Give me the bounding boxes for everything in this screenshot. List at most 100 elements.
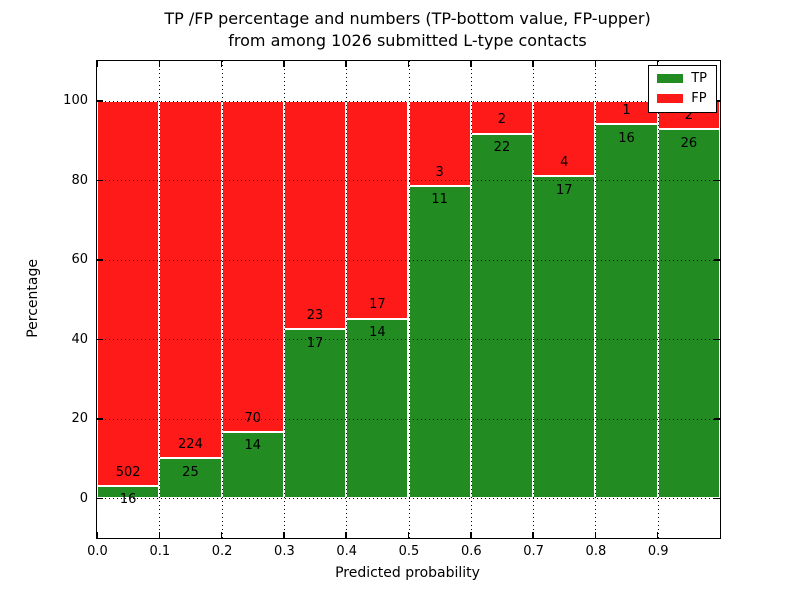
x-gridline (470, 61, 472, 538)
fp-count-label: 224 (178, 436, 203, 452)
x-tick-top (158, 61, 161, 67)
x-tick-bottom (532, 532, 534, 538)
x-gridline (283, 61, 285, 538)
bar-segment-fp (97, 100, 160, 486)
tp-count-label: 16 (618, 130, 635, 146)
legend-swatch-tp-icon (657, 74, 684, 83)
x-tick-label: 0.8 (585, 544, 607, 559)
x-gridline (533, 61, 535, 538)
legend-swatch-fp-icon (657, 94, 684, 103)
y-tick-label: 20 (71, 411, 88, 427)
bar-segment-tp (159, 458, 222, 499)
legend: TP FP (648, 65, 717, 113)
x-tick-label: 0.4 (336, 544, 358, 559)
x-tick-label: 0.2 (211, 544, 233, 559)
x-gridline (408, 61, 410, 538)
chart-title: TP /FP percentage and numbers (TP-bottom… (96, 8, 719, 52)
fp-count-label: 3 (435, 164, 444, 180)
x-gridline (221, 61, 223, 538)
legend-item-tp: TP (657, 72, 707, 85)
fp-count-label: 502 (115, 464, 141, 480)
x-gridline (657, 61, 659, 538)
fp-count-label: 70 (244, 410, 262, 426)
tp-count-label: 11 (431, 192, 448, 208)
y-tick-left (97, 418, 103, 420)
x-tick-bottom (470, 532, 472, 538)
tp-count-label: 14 (244, 438, 262, 454)
legend-item-fp: FP (657, 92, 707, 105)
y-tick-label: 80 (71, 172, 88, 188)
x-tick-bottom (407, 532, 410, 538)
tp-count-label: 22 (493, 140, 511, 156)
plot-area: TP FP 502 16 224 25 70 14 23 17 17 14 3 11 2 22 4 17 1 16… (96, 60, 721, 539)
y-tick-right (714, 497, 720, 499)
x-gridline (595, 61, 597, 538)
y-tick-label: 60 (71, 252, 88, 268)
legend-label-tp: TP (691, 71, 707, 86)
y-tick-right (714, 100, 720, 102)
x-tick-bottom (283, 532, 285, 538)
x-tick-label: 0.1 (149, 544, 171, 559)
tp-count-label: 16 (119, 492, 137, 508)
legend-label-fp: FP (691, 91, 707, 106)
bar-segment-fp (159, 100, 222, 459)
x-tick-label: 0.9 (647, 544, 669, 559)
x-tick-label: 0.7 (523, 544, 544, 559)
fp-count-label: 2 (497, 112, 507, 128)
x-axis-label: Predicted probability (335, 565, 480, 581)
x-tick-top (532, 61, 534, 67)
x-tick-label: 0.3 (274, 544, 295, 559)
x-tick-bottom (345, 532, 347, 538)
fp-count-label: 23 (306, 307, 324, 323)
bar-segment-tp (533, 176, 596, 499)
y-tick-right (714, 418, 720, 420)
bar-segment-tp (221, 432, 284, 499)
x-tick-label: 0.5 (398, 544, 420, 559)
x-tick-top (407, 61, 410, 67)
y-tick-right (714, 259, 720, 261)
x-tick-bottom (594, 532, 597, 538)
x-tick-label: 0.0 (87, 544, 108, 559)
bar-segment-fp (221, 100, 284, 432)
x-tick-bottom (220, 532, 223, 538)
y-tick-left (97, 497, 103, 499)
x-tick-top (220, 61, 223, 67)
x-tick-top (283, 61, 285, 67)
tp-count-label: 25 (182, 464, 199, 480)
tp-count-label: 26 (680, 135, 698, 151)
tp-count-label: 17 (306, 335, 324, 351)
chart-title-line2: from among 1026 submitted L-type contact… (228, 31, 587, 50)
chart-title-line1: TP /FP percentage and numbers (TP-bottom… (164, 9, 651, 28)
x-gridline (159, 61, 161, 538)
fp-count-label: 1 (622, 102, 631, 118)
y-tick-label: 0 (79, 490, 88, 506)
y-tick-left (97, 179, 103, 181)
y-tick-left (97, 100, 103, 102)
x-tick-bottom (158, 532, 161, 538)
y-tick-right (714, 179, 720, 181)
x-tick-top (345, 61, 347, 67)
bar-segment-fp (408, 100, 471, 186)
x-tick-top (96, 61, 98, 67)
tp-count-label: 17 (555, 182, 573, 198)
bar-segment-tp (97, 485, 160, 499)
x-tick-top (656, 61, 659, 67)
bar-segment-fp (346, 100, 409, 319)
bar-segment-tp (657, 129, 720, 499)
tp-count-label: 14 (369, 325, 386, 341)
fp-count-label: 4 (560, 155, 569, 171)
bar-segment-tp (408, 185, 471, 499)
x-tick-bottom (96, 532, 98, 538)
bar-segment-tp (283, 329, 347, 499)
y-tick-right (714, 338, 720, 340)
y-tick-left (97, 259, 103, 261)
x-gridline (346, 61, 348, 538)
y-tick-label: 100 (63, 93, 88, 109)
y-axis-label: Percentage (25, 259, 41, 338)
x-tick-bottom (656, 532, 659, 538)
y-tick-left (97, 338, 103, 340)
bar-segment-fp (283, 100, 347, 330)
x-tick-top (470, 61, 472, 67)
x-tick-top (594, 61, 597, 67)
